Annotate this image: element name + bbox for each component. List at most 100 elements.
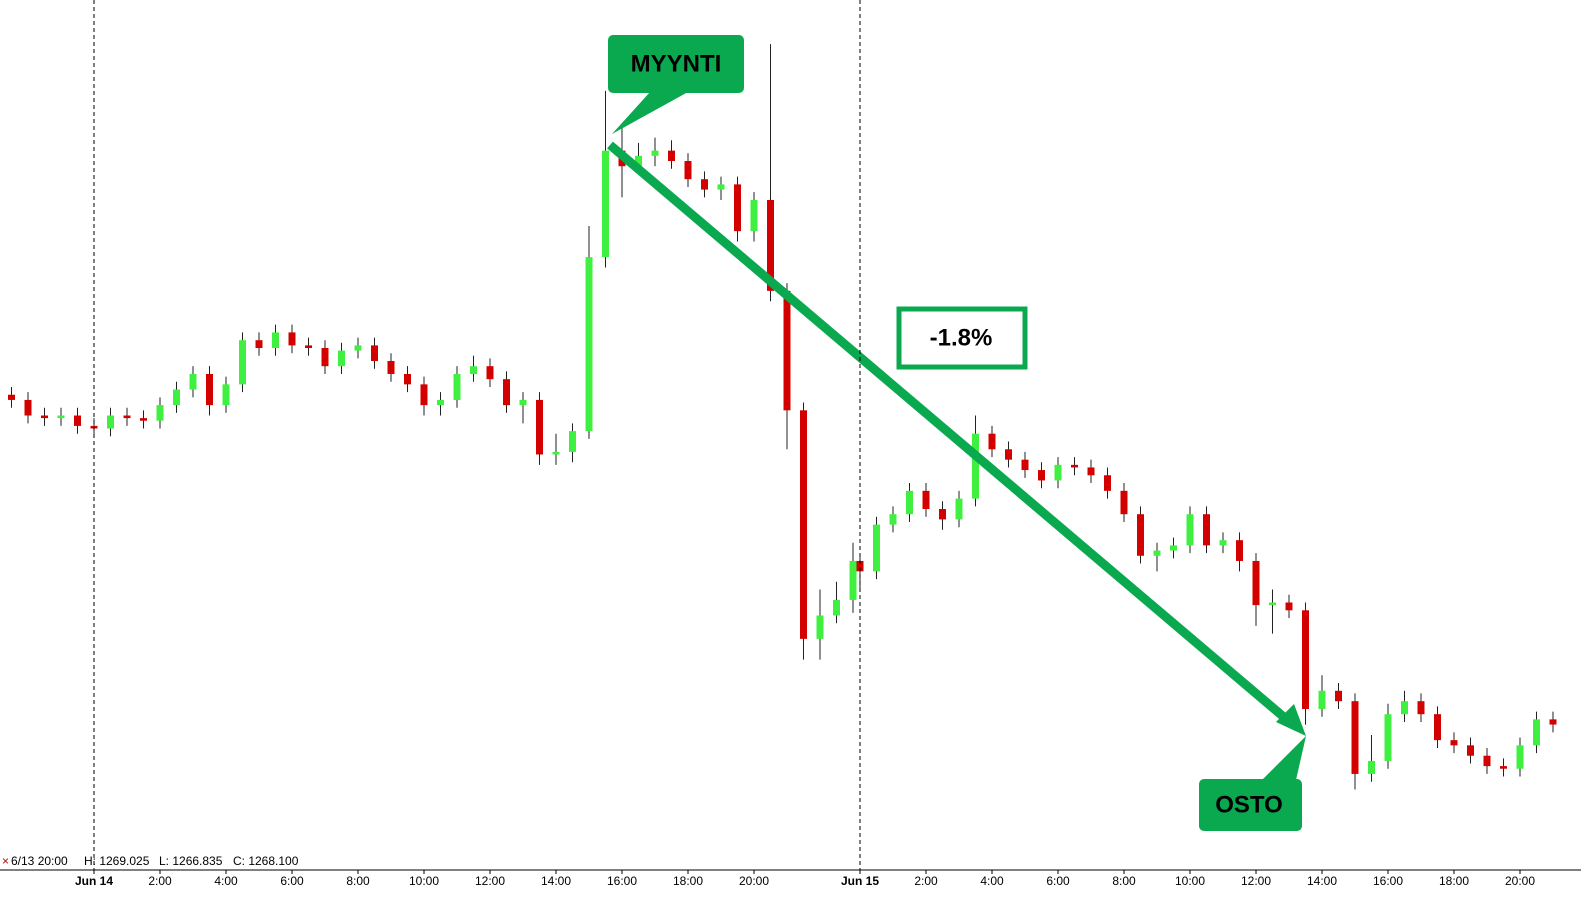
candle-body: [453, 373, 461, 400]
candle-body: [1054, 464, 1062, 481]
candle-body: [1170, 545, 1177, 551]
candle-body: [239, 340, 246, 385]
candle-body: [849, 560, 857, 600]
x-tick-label: 2:00: [148, 874, 172, 888]
plot: [8, 44, 1557, 790]
x-tick-label: 4:00: [980, 874, 1004, 888]
candle-body: [1335, 690, 1342, 702]
candle-body: [1219, 540, 1227, 546]
candle-body: [24, 399, 32, 416]
candle-body: [503, 379, 510, 406]
x-tick-label: Jun 14: [75, 874, 113, 888]
candle-body: [1483, 755, 1491, 767]
candle-body: [255, 340, 263, 348]
buy-label: OSTO: [1215, 791, 1283, 818]
x-tick-label: 10:00: [409, 874, 439, 888]
candle-body: [338, 350, 345, 367]
candle-body: [602, 150, 609, 258]
status-close: C: 1268.100: [233, 854, 299, 868]
x-tick-label: 4:00: [214, 874, 238, 888]
candle-body: [437, 399, 444, 406]
candle-body: [1533, 719, 1540, 746]
candle-body: [1318, 690, 1326, 709]
candle-body: [74, 415, 81, 426]
x-tick-label: 8:00: [346, 874, 370, 888]
candle-body: [1236, 540, 1243, 561]
candle-body: [800, 410, 807, 639]
candle-body: [536, 399, 543, 455]
candle-body: [206, 373, 213, 406]
candle-body: [173, 389, 180, 406]
candle-body: [1203, 514, 1210, 546]
candle-body: [668, 150, 675, 162]
candle-body: [1153, 550, 1161, 556]
candle-body: [305, 345, 312, 348]
status-icon: ×: [2, 854, 9, 868]
x-tick-label: 18:00: [673, 874, 703, 888]
candle-body: [569, 431, 576, 452]
candle-body: [321, 348, 329, 367]
candle-body: [939, 509, 946, 520]
sell-callout: [608, 35, 744, 93]
candle-body: [1269, 602, 1276, 606]
status-high: H: 1269.025: [84, 854, 150, 868]
x-tick-label: 14:00: [541, 874, 571, 888]
buy-pointer: [1262, 736, 1306, 780]
candle-body: [519, 399, 527, 406]
candle-body: [833, 599, 840, 616]
candle-body: [750, 199, 758, 232]
candle-body: [156, 405, 164, 421]
change-box: [896, 306, 1028, 370]
x-tick-label: 16:00: [607, 874, 637, 888]
candle-body: [371, 345, 378, 361]
candle-body: [889, 514, 897, 525]
x-tick-label: 12:00: [1241, 874, 1271, 888]
candle-body: [1038, 470, 1045, 481]
candle-body: [1434, 714, 1441, 741]
x-tick-label: 6:00: [1046, 874, 1070, 888]
candle-body: [189, 373, 197, 390]
candle-body: [873, 524, 880, 572]
x-tick-label: 20:00: [1505, 874, 1535, 888]
candle-body: [906, 490, 913, 515]
x-tick-label: 10:00: [1175, 874, 1205, 888]
candle-body: [354, 345, 362, 351]
status-time: 6/13 20:00: [11, 854, 68, 868]
candle-body: [107, 415, 114, 429]
change-label: -1.8%: [930, 324, 993, 351]
candle-body: [816, 615, 824, 639]
candle-body: [1120, 490, 1128, 515]
x-tick-label: 16:00: [1373, 874, 1403, 888]
candle-body: [8, 394, 15, 400]
candle-body: [1384, 714, 1392, 761]
x-tick-label: 18:00: [1439, 874, 1469, 888]
candle-body: [1285, 602, 1293, 611]
candle-body: [1368, 760, 1375, 774]
candle-body: [1467, 745, 1474, 756]
candle-body: [1021, 459, 1029, 471]
candle-body: [1104, 475, 1111, 491]
candle-body: [783, 290, 791, 411]
candle-body: [988, 433, 996, 450]
candle-body: [955, 498, 963, 520]
candle-body: [470, 366, 477, 374]
candle-body: [684, 161, 692, 180]
candle-body: [585, 257, 593, 432]
candle-body: [651, 150, 659, 156]
x-tick-label: 2:00: [914, 874, 938, 888]
candle-body: [41, 415, 48, 419]
candle-body: [701, 179, 708, 190]
candle-body: [1450, 740, 1458, 746]
candle-body: [972, 433, 979, 499]
candle-body: [123, 415, 131, 419]
arrow-head: [1276, 704, 1306, 736]
candle-body: [486, 366, 494, 380]
candle-body: [1186, 514, 1194, 546]
candle-body: [140, 418, 147, 421]
candle-body: [767, 199, 774, 291]
x-tick-label: 8:00: [1112, 874, 1136, 888]
buy-callout: [1199, 779, 1302, 831]
candle-body: [420, 384, 428, 406]
